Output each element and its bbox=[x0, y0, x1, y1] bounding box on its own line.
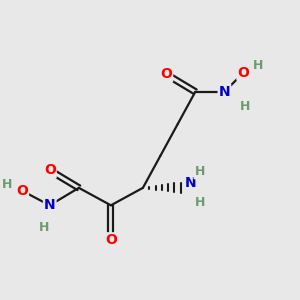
Text: H: H bbox=[194, 196, 205, 209]
Text: O: O bbox=[44, 164, 56, 177]
Text: O: O bbox=[16, 184, 28, 198]
Text: H: H bbox=[39, 221, 49, 234]
Text: H: H bbox=[2, 178, 13, 191]
Text: O: O bbox=[160, 67, 172, 81]
Text: H: H bbox=[253, 59, 263, 72]
Text: N: N bbox=[44, 198, 56, 212]
Text: H: H bbox=[240, 100, 250, 113]
Text: N: N bbox=[219, 85, 230, 99]
Text: N: N bbox=[185, 176, 197, 190]
Text: H: H bbox=[194, 165, 205, 178]
Text: O: O bbox=[105, 233, 117, 247]
Text: O: O bbox=[237, 66, 249, 80]
